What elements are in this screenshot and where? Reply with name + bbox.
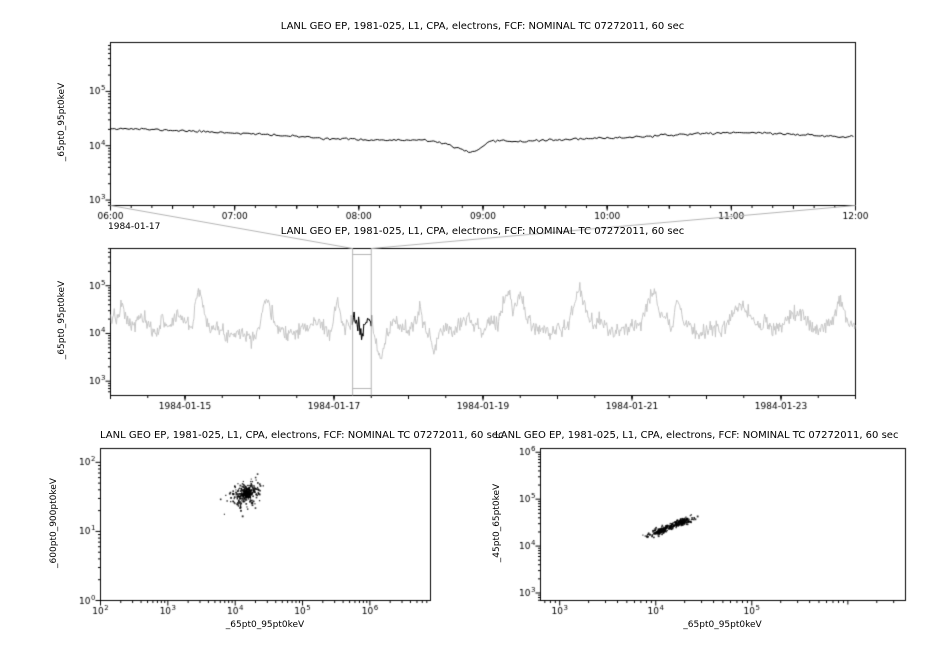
panel3-y-axis-label: _600pt0_900pt0keV [49, 478, 59, 568]
panel3-x-axis-label: _65pt0_95pt0keV [225, 620, 305, 630]
panel2-y-axis-label: _65pt0_95pt0keV [57, 280, 67, 360]
panel3-title: LANL GEO EP, 1981-025, L1, CPA, electron… [100, 430, 504, 441]
panel2-plot-area[interactable] [110, 248, 855, 395]
panel2-title: LANL GEO EP, 1981-025, L1, CPA, electron… [280, 226, 685, 237]
context-date-label: 1984-01-17 [108, 222, 161, 232]
panel4-title: LANL GEO EP, 1981-025, L1, CPA, electron… [495, 430, 899, 441]
panel4-plot-area[interactable] [540, 448, 905, 600]
panel3-plot-area[interactable] [100, 448, 430, 600]
panel1-title: LANL GEO EP, 1981-025, L1, CPA, electron… [280, 21, 685, 32]
panel1-y-axis-label: _65pt0_95pt0keV [57, 82, 67, 162]
panel4-y-axis-label: _45pt0_65pt0keV [492, 483, 502, 563]
panel4-x-axis-label: _65pt0_95pt0keV [683, 620, 762, 630]
time-range-selection-box[interactable] [352, 248, 371, 395]
panel1-plot-area[interactable] [110, 42, 855, 205]
